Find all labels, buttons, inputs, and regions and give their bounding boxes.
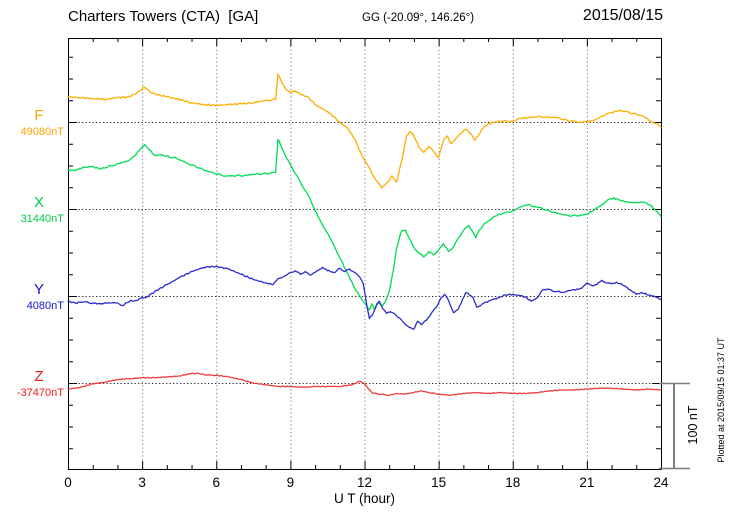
trace-X bbox=[67, 138, 662, 311]
trace-Y bbox=[67, 265, 662, 330]
series-basevalue-Z: -37470nT bbox=[16, 387, 64, 399]
station-title: Charters Towers (CTA) [GA] bbox=[68, 8, 259, 25]
x-tick-label: 12 bbox=[357, 475, 372, 490]
trace-Z bbox=[67, 372, 662, 397]
x-tick-label: 15 bbox=[431, 475, 446, 490]
series-basevalue-Y: 4080nT bbox=[26, 300, 64, 312]
x-tick-label: 21 bbox=[579, 475, 594, 490]
x-tick-label: 0 bbox=[64, 475, 72, 490]
series-basevalue-X: 31440nT bbox=[20, 213, 64, 225]
series-letter-Z: Z bbox=[34, 368, 44, 385]
geographic-coords: GG (-20.09°, 146.26°) bbox=[362, 12, 475, 24]
x-tick-label: 18 bbox=[505, 475, 520, 490]
x-tick-label: 9 bbox=[287, 475, 295, 490]
series-letter-X: X bbox=[33, 194, 44, 211]
x-tick-label: 3 bbox=[138, 475, 146, 490]
series-letter-Y: Y bbox=[33, 281, 44, 298]
plotted-at-note: Plotted at 2015/09/15 01:37 UT bbox=[716, 337, 726, 463]
x-tick-label: 6 bbox=[212, 475, 220, 490]
x-axis-title: U T (hour) bbox=[333, 491, 396, 506]
plot-date: 2015/08/15 bbox=[582, 7, 663, 24]
trace-F bbox=[67, 73, 662, 189]
x-tick-label: 24 bbox=[653, 475, 669, 490]
scale-bar-label: 100 nT bbox=[686, 405, 700, 445]
series-basevalue-F: 49080nT bbox=[20, 126, 64, 138]
series-letter-F: F bbox=[34, 107, 44, 124]
